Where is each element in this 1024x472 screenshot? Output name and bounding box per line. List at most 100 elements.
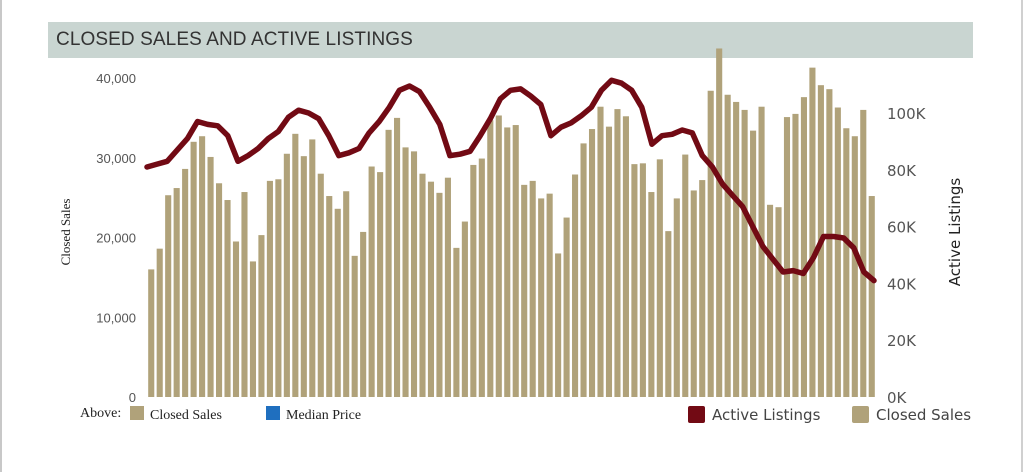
closed-sales-bar — [563, 217, 570, 397]
legend-item-active-listings: Active Listings — [688, 406, 820, 424]
left-axis-tick-label: 0 — [129, 390, 136, 405]
closed-sales-bar — [521, 184, 528, 397]
closed-sales-bar — [419, 173, 426, 397]
closed-sales-bar — [207, 156, 214, 397]
legend-item-closed-sales-right: Closed Sales — [852, 406, 971, 424]
left-axis-ticks: 0 10,000 20,000 30,000 40,000 — [96, 71, 136, 405]
closed-sales-bar — [453, 247, 460, 397]
closed-sales-bar — [843, 128, 850, 398]
closed-sales-bar — [410, 151, 418, 397]
right-axis-tick-label: 100K — [887, 105, 927, 123]
legend-closed-sales-text: Closed Sales — [150, 408, 222, 423]
legend-item-median-price: Median Price — [266, 406, 361, 424]
closed-sales-bar — [750, 130, 757, 397]
closed-sales-bar — [309, 139, 316, 397]
frame-right-border — [1021, 0, 1023, 472]
right-axis-tick-label: 60K — [887, 219, 917, 237]
closed-sales-bar — [470, 164, 477, 397]
closed-sales-bar — [444, 177, 451, 397]
closed-sales-bar — [826, 89, 833, 398]
closed-sales-bar — [436, 192, 443, 397]
closed-sales-bar — [478, 158, 485, 397]
closed-sales-bar — [224, 200, 231, 397]
legend-item-closed-sales-left: Closed Sales — [130, 406, 222, 424]
closed-sales-bar — [334, 208, 341, 397]
closed-sales-bar — [495, 115, 502, 397]
closed-sales-bar — [758, 106, 765, 398]
closed-sales-bar — [588, 129, 596, 398]
closed-sales-bars — [148, 48, 875, 398]
active-listings-swatch — [688, 406, 705, 423]
closed-sales-bar — [699, 180, 706, 397]
closed-sales-bar — [868, 196, 875, 397]
closed-sales-bar — [360, 231, 367, 397]
closed-sales-bar — [300, 156, 307, 397]
right-axis-tick-label: 80K — [887, 162, 917, 180]
closed-sales-bar — [834, 107, 841, 397]
title-bar: CLOSED SALES AND ACTIVE LISTINGS — [48, 22, 973, 58]
closed-sales-bar — [555, 253, 562, 397]
left-axis-tick-label: 30,000 — [96, 151, 136, 166]
closed-sales-bar — [648, 192, 655, 397]
right-axis-tick-label: 40K — [887, 275, 917, 293]
closed-sales-bar — [860, 109, 867, 398]
right-axis-tick-label: 0K — [887, 389, 908, 407]
closed-sales-bar — [766, 204, 774, 397]
closed-sales-bar — [368, 166, 375, 397]
closed-sales-bar — [809, 67, 816, 397]
closed-sales-bar — [216, 183, 223, 397]
closed-sales-bar — [394, 117, 401, 398]
closed-sales-bar — [597, 106, 604, 398]
closed-sales-bar — [249, 261, 257, 397]
closed-sales-bar — [351, 255, 358, 397]
frame-left-border — [0, 0, 2, 472]
closed-sales-bar — [622, 116, 629, 397]
closed-sales-bar — [800, 97, 807, 397]
active-listings-line — [144, 77, 877, 284]
closed-sales-bar — [258, 235, 265, 397]
legend-median-price-text: Median Price — [286, 408, 362, 423]
closed-sales-bar — [504, 127, 511, 397]
closed-sales-bar — [605, 126, 613, 398]
closed-sales-bar — [529, 180, 536, 397]
closed-sales-bar — [580, 143, 587, 397]
closed-sales-bar — [512, 125, 519, 398]
chart-title: CLOSED SALES AND ACTIVE LISTINGS — [56, 29, 413, 50]
closed-sales-bar — [572, 174, 579, 397]
left-axis-tick-label: 20,000 — [96, 231, 136, 246]
closed-sales-bar — [690, 190, 697, 397]
closed-sales-bar — [631, 164, 638, 397]
closed-sales-swatch — [130, 406, 144, 420]
closed-sales-bar — [173, 188, 180, 397]
closed-sales-bar — [292, 133, 299, 397]
closed-sales-bar — [266, 180, 273, 397]
closed-sales-bar — [487, 120, 494, 398]
closed-sales-bar — [639, 163, 646, 397]
closed-sales-bar — [724, 94, 731, 397]
right-axis-title: Active Listings — [946, 178, 964, 287]
closed-sales-bar — [317, 173, 324, 397]
legend-above-label: Above: — [80, 406, 122, 421]
closed-sales-bar — [377, 172, 384, 397]
closed-sales-bar — [546, 193, 553, 397]
left-axis-title: Closed Sales — [58, 199, 73, 266]
closed-sales-bar — [182, 168, 189, 397]
closed-sales-bar — [538, 198, 545, 397]
left-axis-tick-label: 10,000 — [96, 310, 136, 325]
closed-sales-bar — [775, 207, 782, 397]
closed-sales-bar — [673, 198, 680, 397]
closed-sales-bar — [665, 231, 672, 397]
closed-sales-bar — [326, 196, 333, 397]
closed-sales-bar — [199, 136, 206, 397]
closed-sales-bar — [783, 117, 791, 397]
closed-sales-bar — [427, 181, 435, 397]
closed-sales-bar — [148, 269, 155, 397]
closed-sales-bar — [275, 179, 282, 397]
left-axis-tick-label: 40,000 — [96, 71, 136, 86]
right-axis-tick-label: 20K — [887, 332, 917, 350]
closed-sales-bar — [851, 136, 858, 397]
legend-closed-sales-right-text: Closed Sales — [876, 406, 972, 424]
closed-sales-bar — [707, 90, 714, 397]
closed-sales-bar — [190, 141, 197, 397]
